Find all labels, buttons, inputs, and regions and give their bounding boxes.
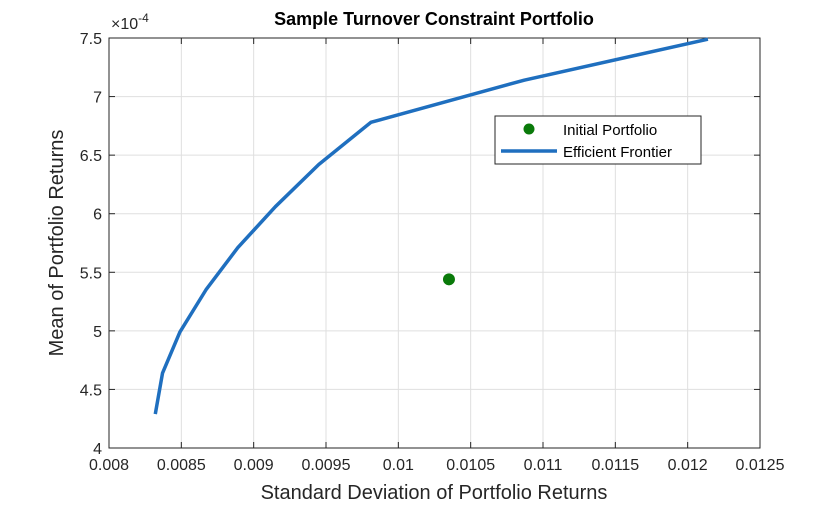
- legend-marker-initial-portfolio: [523, 123, 535, 135]
- x-tick-label: 0.012: [668, 457, 708, 474]
- x-tick-label: 0.008: [89, 457, 129, 474]
- y-tick-label: 6: [93, 207, 102, 224]
- y-axis-label: Mean of Portfolio Returns: [46, 130, 68, 357]
- chart-title: Sample Turnover Constraint Portfolio: [274, 9, 594, 29]
- svg-text:×10-4: ×10-4: [111, 11, 149, 33]
- x-tick-label: 0.0095: [302, 457, 351, 474]
- initial-portfolio-point: [442, 273, 455, 286]
- efficient-frontier-line: [153, 37, 709, 415]
- axis-ticks: 0.008 0.0085 0.009 0.0095 0.01 0.0105 0.011 0.0…: [80, 31, 785, 474]
- y-tick-label: 6.5: [80, 148, 102, 165]
- x-tick-label: 0.0115: [591, 457, 639, 474]
- y-exponent-power: -4: [138, 11, 149, 25]
- y-tick-label: 7.5: [80, 31, 102, 48]
- x-tick-label: 0.009: [234, 457, 274, 474]
- plot-frame: [108, 37, 761, 449]
- x-axis-label: Standard Deviation of Portfolio Returns: [261, 482, 608, 504]
- y-tick-label: 5: [93, 324, 102, 341]
- y-tick-label: 4: [93, 441, 102, 458]
- y-exponent: ×10-4: [111, 11, 149, 33]
- series-layer: [153, 37, 709, 415]
- x-tick-label: 0.0125: [736, 457, 785, 474]
- x-tick-label: 0.011: [524, 457, 563, 474]
- legend: Initial Portfolio Efficient Frontier: [494, 115, 702, 165]
- plot-area: [109, 38, 760, 448]
- legend-label-efficient-frontier: Efficient Frontier: [563, 144, 672, 161]
- y-exponent-base: ×10: [111, 16, 138, 33]
- x-tick-label: 0.0085: [157, 457, 206, 474]
- y-tick-label: 7: [93, 90, 102, 107]
- legend-label-initial-portfolio: Initial Portfolio: [563, 122, 657, 139]
- x-tick-label: 0.0105: [446, 457, 495, 474]
- x-tick-label: 0.01: [383, 457, 414, 474]
- y-tick-label: 5.5: [80, 265, 102, 282]
- y-tick-label: 4.5: [80, 382, 102, 399]
